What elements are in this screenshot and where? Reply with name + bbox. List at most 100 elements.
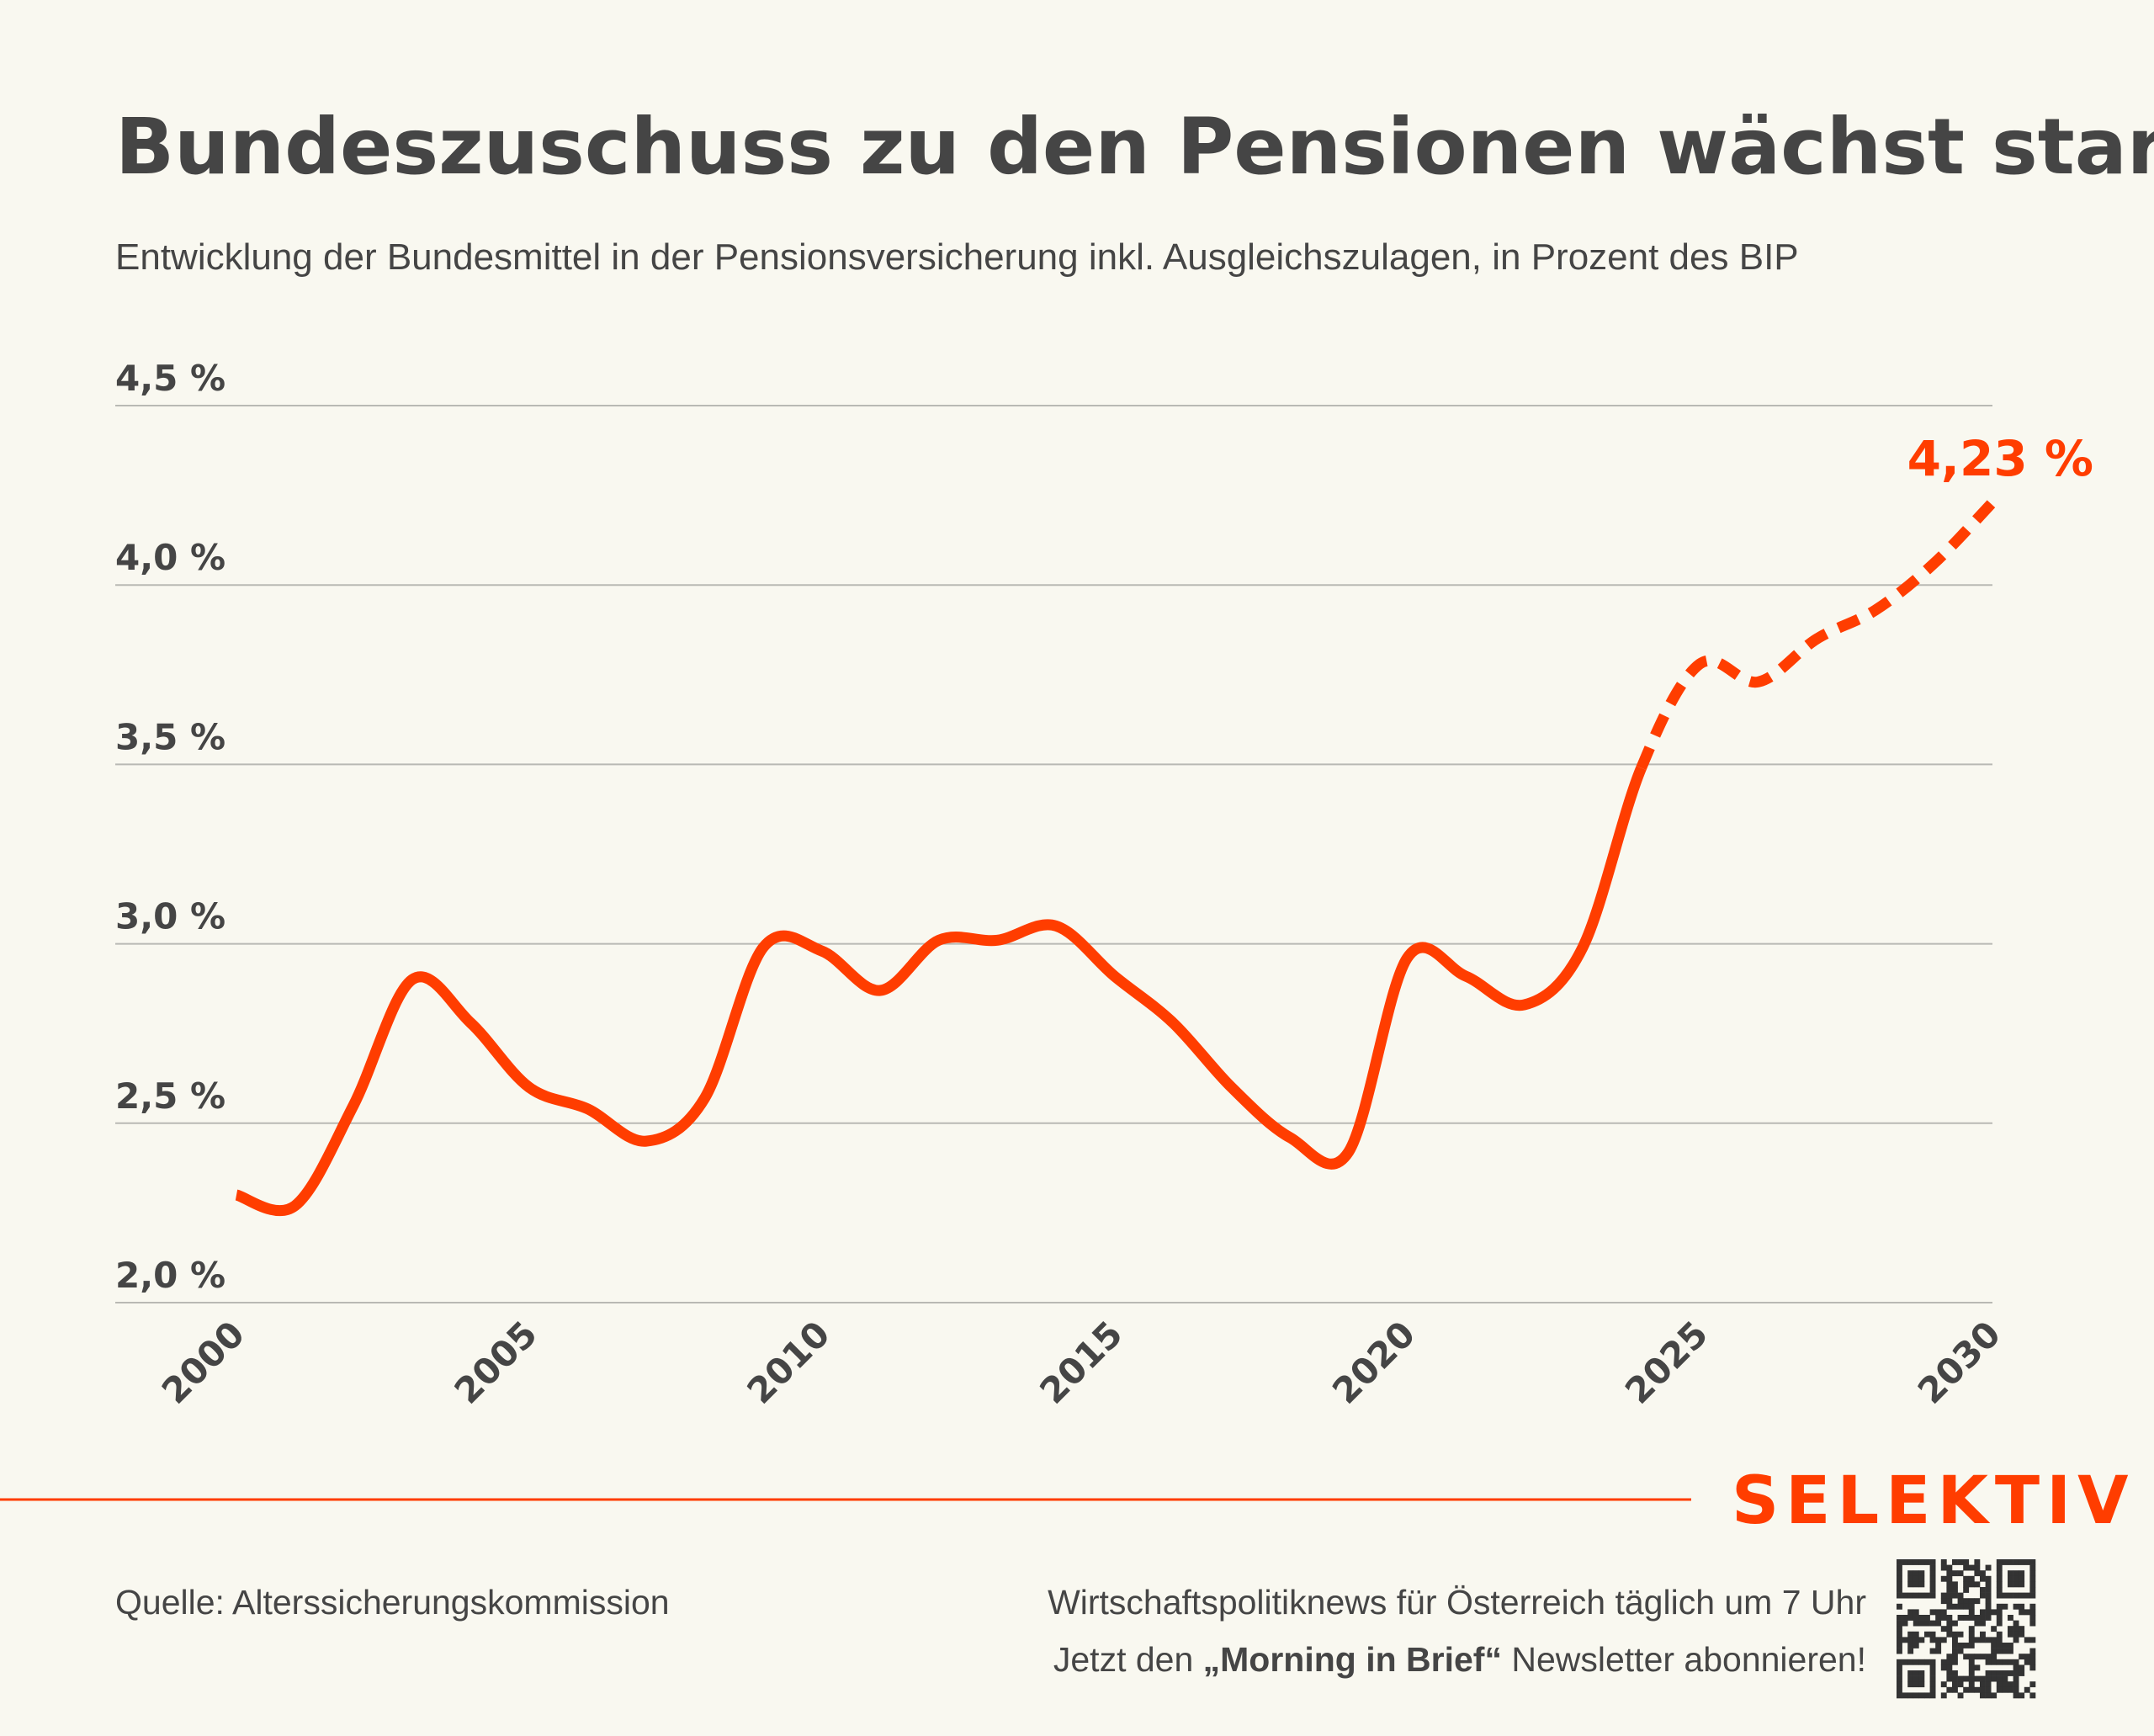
qr-module <box>2013 1637 2019 1643</box>
qr-module <box>1897 1648 1902 1654</box>
qr-module <box>1963 1615 1970 1621</box>
qr-code-icon[interactable] <box>1897 1559 2036 1699</box>
qr-module <box>1918 1581 1925 1588</box>
qr-module <box>2008 1643 2013 1648</box>
y-axis-ticks: 2,0 % 2,5 % 3,0 % 3,5 % 4,0 % 4,5 % <box>115 358 225 1296</box>
qr-module <box>1996 1648 2003 1654</box>
qr-module <box>1946 1620 1953 1627</box>
source-note: Quelle: Alterssicherungskommission <box>115 1583 670 1622</box>
qr-module <box>1952 1681 1958 1688</box>
qr-module <box>1929 1609 1936 1616</box>
chart-title: Bundeszuschuss zu den Pensionen wächst s… <box>115 102 2154 192</box>
qr-module <box>1991 1659 1997 1665</box>
qr-module <box>1980 1637 1986 1643</box>
qr-module <box>1963 1675 1970 1682</box>
qr-module <box>2013 1592 2019 1599</box>
qr-module <box>2008 1681 2013 1688</box>
qr-module <box>2024 1609 2030 1616</box>
qr-module <box>1968 1615 1975 1621</box>
qr-module <box>1924 1592 1930 1599</box>
qr-module <box>1940 1615 1947 1621</box>
qr-module <box>1980 1654 1986 1660</box>
qr-module <box>1929 1675 1936 1682</box>
qr-module <box>1952 1581 1958 1588</box>
qr-module <box>1897 1570 1902 1577</box>
qr-module <box>2019 1670 2025 1676</box>
qr-module <box>1974 1570 1981 1577</box>
qr-module <box>1996 1637 2003 1643</box>
qr-module <box>1897 1620 1902 1627</box>
selektiv-logo: SELEKTIV <box>1732 1463 2135 1539</box>
qr-module <box>1952 1643 1958 1648</box>
qr-module <box>1935 1637 1942 1643</box>
qr-module <box>1929 1581 1936 1588</box>
qr-module <box>1968 1564 1975 1571</box>
y-tick-label: 2,0 % <box>115 1255 225 1296</box>
promo-line-2[interactable]: Jetzt den „Morning in Brief“ Newsletter … <box>1053 1640 1866 1679</box>
qr-module <box>2008 1570 2013 1577</box>
qr-module <box>2013 1570 2019 1577</box>
qr-module <box>2013 1575 2019 1582</box>
qr-module <box>1902 1559 1908 1565</box>
qr-module <box>2019 1570 2025 1577</box>
series-line-actual <box>235 766 1647 1217</box>
qr-module <box>1907 1648 1914 1654</box>
qr-module <box>1929 1670 1936 1676</box>
qr-module <box>1957 1603 1964 1610</box>
qr-module <box>1897 1637 1902 1643</box>
qr-module <box>1924 1631 1930 1638</box>
qr-module <box>1985 1564 1992 1571</box>
qr-module <box>2002 1675 2008 1682</box>
qr-module <box>1980 1681 1986 1688</box>
qr-module <box>2013 1581 2019 1588</box>
y-tick-label: 3,0 % <box>115 896 225 937</box>
qr-module <box>1946 1564 1953 1571</box>
qr-module <box>2029 1620 2036 1627</box>
qr-module <box>1980 1686 1986 1693</box>
qr-module <box>1929 1686 1936 1693</box>
qr-module <box>1907 1575 1914 1582</box>
qr-module <box>1985 1598 1992 1605</box>
qr-module <box>1918 1615 1925 1621</box>
qr-module <box>2029 1559 2036 1565</box>
qr-module <box>1996 1675 2003 1682</box>
qr-module <box>1996 1587 2003 1593</box>
qr-module <box>1968 1664 1975 1671</box>
qr-module <box>1929 1559 1936 1565</box>
qr-module <box>1940 1559 1947 1565</box>
qr-module <box>2029 1603 2036 1610</box>
qr-module <box>1913 1609 1919 1616</box>
qr-module <box>1918 1681 1925 1688</box>
qr-module <box>1946 1670 1953 1676</box>
qr-module <box>1907 1581 1914 1588</box>
qr-module <box>2029 1664 2036 1671</box>
qr-module <box>2008 1592 2013 1599</box>
qr-module <box>1963 1559 1970 1565</box>
qr-module <box>1929 1564 1936 1571</box>
qr-module <box>2019 1603 2025 1610</box>
qr-module <box>2008 1581 2013 1588</box>
qr-module <box>1946 1615 1953 1621</box>
qr-module <box>2029 1575 2036 1582</box>
chart-subtitle: Entwicklung der Bundesmittel in der Pens… <box>115 236 1799 278</box>
qr-module <box>2013 1675 2019 1682</box>
qr-module <box>1996 1686 2003 1693</box>
qr-module <box>1957 1559 1964 1565</box>
qr-module <box>1980 1592 1986 1599</box>
qr-module <box>1974 1637 1981 1643</box>
newsletter-name[interactable]: „Morning in Brief“ <box>1203 1640 1502 1679</box>
qr-module <box>1897 1670 1902 1676</box>
qr-module <box>2029 1654 2036 1660</box>
qr-module <box>2013 1692 2019 1699</box>
qr-module <box>1913 1670 1919 1676</box>
qr-module <box>1974 1675 1981 1682</box>
qr-module <box>1940 1575 1947 1582</box>
qr-module <box>1918 1575 1925 1582</box>
qr-module <box>1963 1686 1970 1693</box>
qr-module <box>1897 1675 1902 1682</box>
qr-module <box>1897 1664 1902 1671</box>
qr-module <box>1980 1675 1986 1682</box>
qr-module <box>1996 1570 2003 1577</box>
qr-module <box>1940 1692 1947 1699</box>
qr-module <box>1940 1609 1947 1616</box>
